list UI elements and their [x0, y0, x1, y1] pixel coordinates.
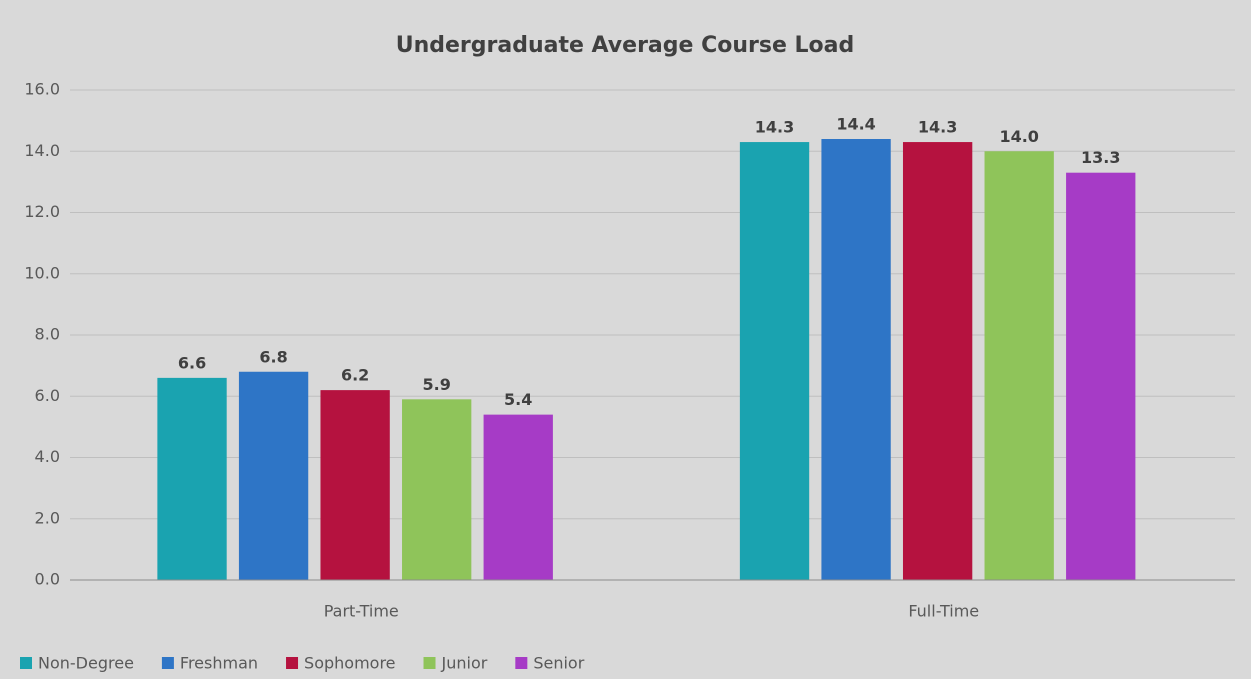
- legend-label: Junior: [441, 654, 488, 673]
- y-tick-label: 6.0: [35, 386, 60, 405]
- chart-title: Undergraduate Average Course Load: [396, 33, 855, 58]
- bar: [157, 377, 227, 580]
- y-tick-label: 0.0: [35, 570, 60, 589]
- value-label: 13.3: [1081, 148, 1120, 167]
- legend-swatch: [515, 657, 528, 669]
- bar: [1066, 172, 1136, 580]
- legend-label: Sophomore: [304, 654, 395, 673]
- y-tick-label: 2.0: [35, 508, 60, 527]
- bar: [902, 142, 973, 580]
- x-tick-label: Part-Time: [324, 602, 399, 621]
- bar: [984, 151, 1054, 580]
- bar: [320, 390, 390, 580]
- x-tick-label: Full-Time: [908, 602, 979, 621]
- y-tick-label: 16.0: [24, 80, 60, 99]
- legend-swatch: [161, 657, 174, 669]
- value-label: 6.6: [178, 353, 206, 372]
- y-tick-label: 8.0: [35, 325, 60, 344]
- y-tick-label: 14.0: [24, 141, 60, 160]
- y-tick-label: 4.0: [35, 447, 60, 466]
- bar: [402, 399, 472, 580]
- legend-label: Senior: [533, 654, 584, 673]
- value-label: 14.3: [755, 118, 794, 137]
- value-label: 6.8: [259, 347, 287, 366]
- y-tick-label: 12.0: [24, 202, 60, 221]
- value-label: 14.3: [918, 118, 957, 137]
- bar: [483, 414, 553, 580]
- bar: [739, 142, 810, 580]
- legend-label: Freshman: [180, 654, 258, 673]
- value-label: 5.9: [423, 375, 451, 394]
- legend-swatch: [423, 657, 436, 669]
- bar: [238, 371, 309, 580]
- bar: [821, 139, 891, 580]
- value-label: 14.4: [836, 115, 875, 134]
- y-tick-label: 10.0: [24, 263, 60, 282]
- value-label: 14.0: [999, 127, 1038, 146]
- legend-swatch: [20, 657, 32, 669]
- value-label: 6.2: [341, 366, 369, 385]
- value-label: 5.4: [504, 390, 532, 409]
- legend-swatch: [286, 657, 299, 669]
- legend-label: Non-Degree: [38, 654, 134, 673]
